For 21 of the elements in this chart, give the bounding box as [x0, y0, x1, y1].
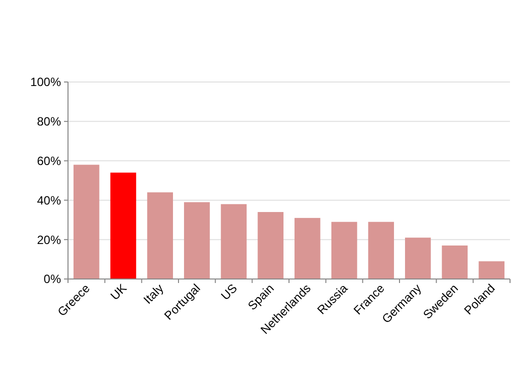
y-tick-label: 100% — [30, 75, 62, 90]
bar — [405, 238, 431, 279]
bar — [220, 204, 247, 279]
bar — [478, 261, 504, 279]
bar — [368, 222, 394, 279]
bar — [331, 222, 358, 279]
x-tick-label: UK — [108, 281, 130, 303]
bar — [147, 192, 173, 279]
y-tick-label: 0% — [44, 272, 62, 286]
bar — [442, 246, 468, 279]
y-tick-label: 80% — [36, 114, 62, 129]
bar — [184, 202, 210, 279]
x-tick-label: US — [218, 281, 240, 303]
y-tick-label: 60% — [36, 154, 62, 168]
bar — [110, 172, 136, 279]
y-tick-label: 40% — [36, 193, 62, 208]
x-tick-label: Italy — [140, 281, 166, 307]
bar — [74, 164, 100, 279]
y-tick-label: 20% — [36, 232, 62, 247]
bar — [258, 212, 284, 279]
bar — [294, 218, 320, 279]
